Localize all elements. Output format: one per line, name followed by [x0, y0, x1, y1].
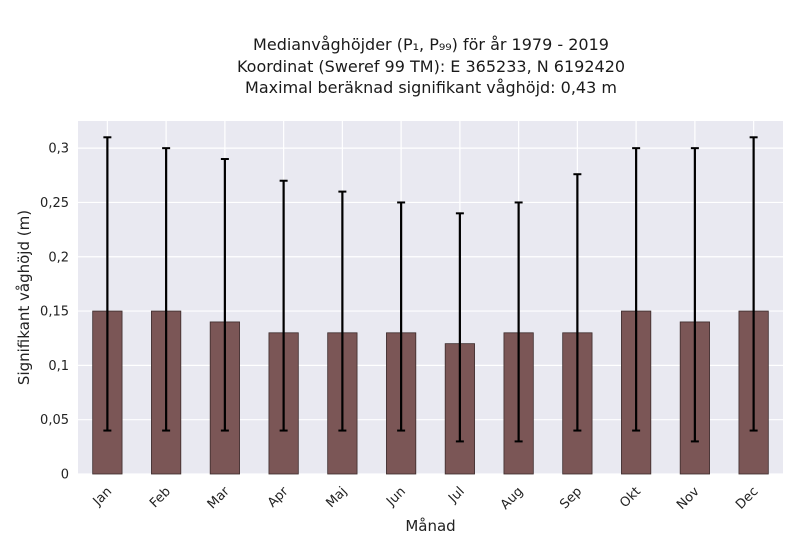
error-bar-jan — [103, 136, 112, 432]
x-tick-label-sep: Sep — [557, 484, 585, 512]
x-tick-label-okt: Okt — [617, 484, 644, 511]
chart-title-line-3: Maximal beräknad signifikant våghöjd: 0,… — [245, 78, 617, 97]
error-bar-jun — [397, 201, 406, 432]
x-tick-label-apr: Apr — [265, 484, 292, 511]
x-tick-label-maj: Maj — [323, 484, 350, 511]
x-tick-label-dec: Dec — [733, 484, 761, 512]
error-bar-maj — [338, 190, 347, 432]
x-axis-ticks: Jan Feb Mar Apr Maj Jun Jul Aug Sep Okt Nov Dec — [90, 484, 762, 513]
x-tick-label-jul: Jul — [445, 484, 467, 506]
y-tick-label: 0,25 — [40, 196, 69, 211]
error-bar-feb — [162, 147, 171, 432]
y-axis-label: Signifikant våghöjd (m) — [15, 210, 33, 385]
x-tick-label-nov: Nov — [674, 484, 703, 513]
x-axis-label: Månad — [405, 517, 455, 535]
chart-title-line-1: Medianvåghöjder (P₁, P₉₉) för år 1979 - … — [253, 35, 609, 54]
error-bar-apr — [279, 179, 288, 432]
error-bar-okt — [632, 147, 641, 432]
y-tick-label: 0 — [61, 468, 69, 483]
x-tick-label-jan: Jan — [90, 484, 115, 509]
error-bar-nov — [690, 147, 699, 443]
y-tick-label: 0,1 — [48, 359, 69, 374]
y-tick-label: 0,05 — [40, 413, 69, 428]
error-bars — [103, 136, 758, 443]
error-bar-sep — [573, 173, 582, 432]
error-bar-aug — [514, 201, 523, 443]
y-tick-label: 0,15 — [40, 305, 69, 320]
x-tick-label-aug: Aug — [498, 484, 527, 513]
chart-title: Medianvåghöjder (P₁, P₉₉) för år 1979 - … — [82, 34, 780, 99]
chart-title-line-2: Koordinat (Sweref 99 TM): E 365233, N 61… — [236, 56, 626, 76]
error-bar-jul — [455, 212, 464, 443]
x-tick-label-jun: Jun — [383, 484, 409, 510]
plot-area — [78, 121, 783, 474]
x-tick-label-mar: Mar — [205, 484, 233, 512]
y-axis-ticks: 0 0,05 0,1 0,15 0,2 0,25 0,3 — [40, 142, 69, 483]
y-tick-label: 0,2 — [48, 250, 69, 265]
error-bar-mar — [220, 158, 229, 432]
y-tick-label: 0,3 — [48, 142, 69, 157]
error-bar-dec — [749, 136, 758, 432]
x-tick-label-feb: Feb — [147, 484, 174, 511]
